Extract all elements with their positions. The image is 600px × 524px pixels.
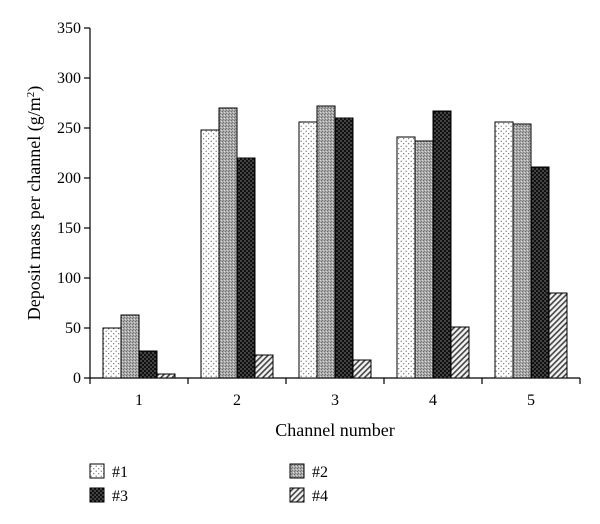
- bar-series-4-channel-2: [254, 354, 274, 379]
- bar-series-1-channel-1: [102, 327, 122, 379]
- legend-label-3: #3: [112, 488, 128, 505]
- legend-label-2: #2: [312, 464, 328, 481]
- bar-series-2-channel-4: [414, 140, 434, 379]
- y-axis-title-main: Deposit mass per channel (g/m: [24, 97, 45, 320]
- legend-label-1: #1: [112, 464, 128, 481]
- legend-label-4: #4: [312, 488, 328, 505]
- bar-series-4-channel-4: [450, 326, 470, 379]
- x-ticks: 1 2 3 4 5: [89, 378, 581, 409]
- x-axis-title: Channel number: [275, 420, 394, 440]
- y-tick-label: 300: [57, 70, 81, 87]
- bar-series-2-channel-1: [120, 314, 140, 379]
- bar-series-2-channel-5: [512, 123, 532, 379]
- legend-swatch-4: [289, 487, 305, 503]
- x-tick-label: 3: [331, 392, 339, 409]
- bar-series-1-channel-3: [298, 121, 318, 379]
- bar-series-3-channel-5: [530, 166, 550, 379]
- y-axis-title: Deposit mass per channel (g/m2): [24, 86, 45, 320]
- legend: #1 #2 #3 #4: [89, 463, 328, 505]
- y-tick-label: 100: [57, 270, 81, 287]
- x-tick-label: 1: [135, 392, 143, 409]
- bar-series-4-channel-3: [352, 359, 372, 379]
- legend-swatch-1: [89, 463, 105, 479]
- bar-series-3-channel-3: [334, 117, 354, 379]
- x-tick-label: 4: [429, 392, 437, 409]
- y-tick-label: 250: [57, 120, 81, 137]
- y-tick-label: 150: [57, 220, 81, 237]
- x-tick-label: 2: [233, 392, 241, 409]
- bar-series-4-channel-5: [548, 292, 568, 379]
- bar-series-2-channel-2: [218, 107, 238, 379]
- legend-swatch-3: [89, 487, 105, 503]
- y-axis-title-superscript: 2: [25, 92, 37, 98]
- y-tick-label: 200: [57, 170, 81, 187]
- bar-series-1-channel-4: [396, 136, 416, 379]
- bar-series-3-channel-2: [236, 157, 256, 379]
- x-tick-label: 5: [527, 392, 535, 409]
- bar-series-4-channel-1: [156, 373, 176, 379]
- bar-series-3-channel-1: [138, 350, 158, 379]
- y-tick-label: 50: [65, 320, 81, 337]
- bar-series-1-channel-2: [200, 129, 220, 379]
- y-ticks: 0 50 100 150 200 250 300 350: [57, 20, 90, 387]
- bars: [102, 105, 568, 379]
- bar-series-3-channel-4: [432, 110, 452, 379]
- y-tick-label: 0: [73, 370, 81, 387]
- bar-series-1-channel-5: [494, 121, 514, 379]
- bar-series-2-channel-3: [316, 105, 336, 379]
- y-axis-title-tail: ): [24, 86, 45, 92]
- legend-swatch-2: [289, 463, 305, 479]
- y-tick-label: 350: [57, 20, 81, 37]
